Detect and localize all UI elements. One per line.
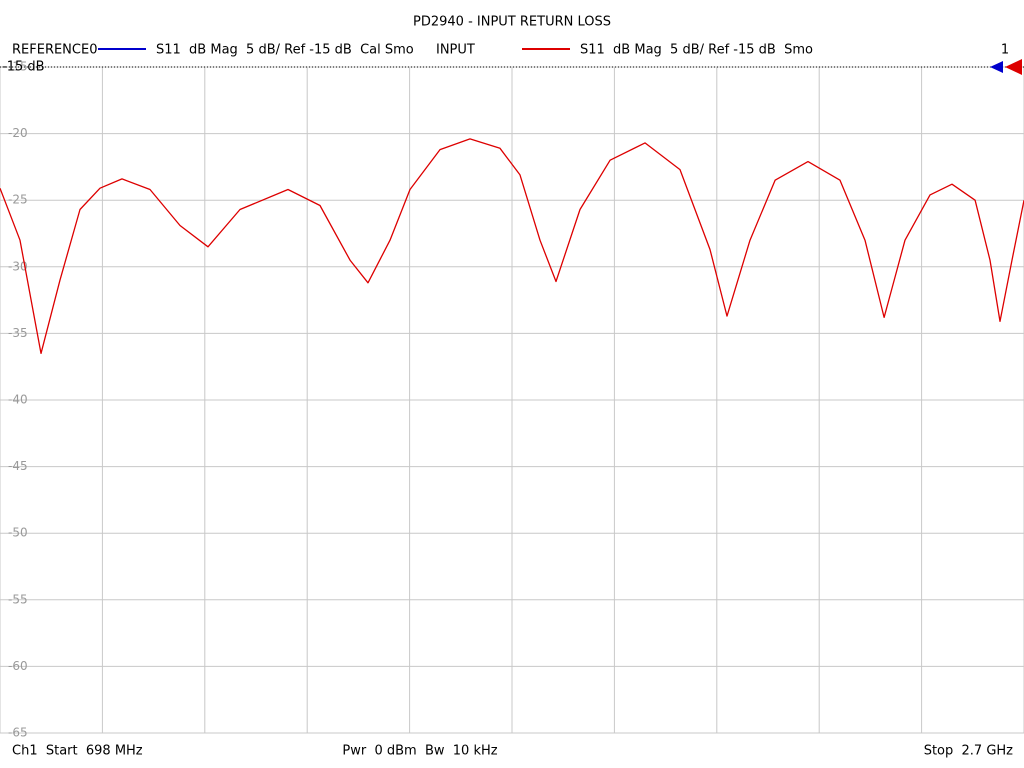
trace-line — [0, 138, 1024, 355]
y-tick-label: -20 — [8, 126, 28, 140]
reference-marker — [990, 61, 1003, 73]
legend-name: INPUT — [436, 43, 475, 58]
y-tick-label: -35 — [8, 326, 28, 340]
channel-label: 1 — [1001, 43, 1009, 58]
y-tick-label: -60 — [8, 659, 28, 673]
legend-label: S11 dB Mag 5 dB/ Ref -15 dB Cal Smo — [156, 43, 414, 58]
y-tick-label: -25 — [8, 193, 28, 207]
chart-title: PD2940 - INPUT RETURN LOSS — [413, 15, 611, 30]
y-tick-label: -45 — [8, 459, 28, 473]
footer-right: Stop 2.7 GHz — [924, 744, 1013, 759]
footer-left: Ch1 Start 698 MHz — [12, 744, 143, 759]
legend-name: REFERENCE0 — [12, 43, 97, 58]
y-tick-label: -15 — [8, 60, 28, 74]
y-tick-label: -55 — [8, 592, 28, 606]
footer-center: Pwr 0 dBm Bw 10 kHz — [342, 744, 497, 759]
reference-label: -15 dB — [2, 60, 45, 75]
y-tick-label: -40 — [8, 393, 28, 407]
legend-label: S11 dB Mag 5 dB/ Ref -15 dB Smo — [580, 43, 813, 58]
y-tick-label: -30 — [8, 259, 28, 273]
reference-marker — [1005, 59, 1022, 75]
y-tick-label: -50 — [8, 526, 28, 540]
plot-area — [0, 138, 1024, 355]
y-tick-label: -65 — [8, 726, 28, 740]
